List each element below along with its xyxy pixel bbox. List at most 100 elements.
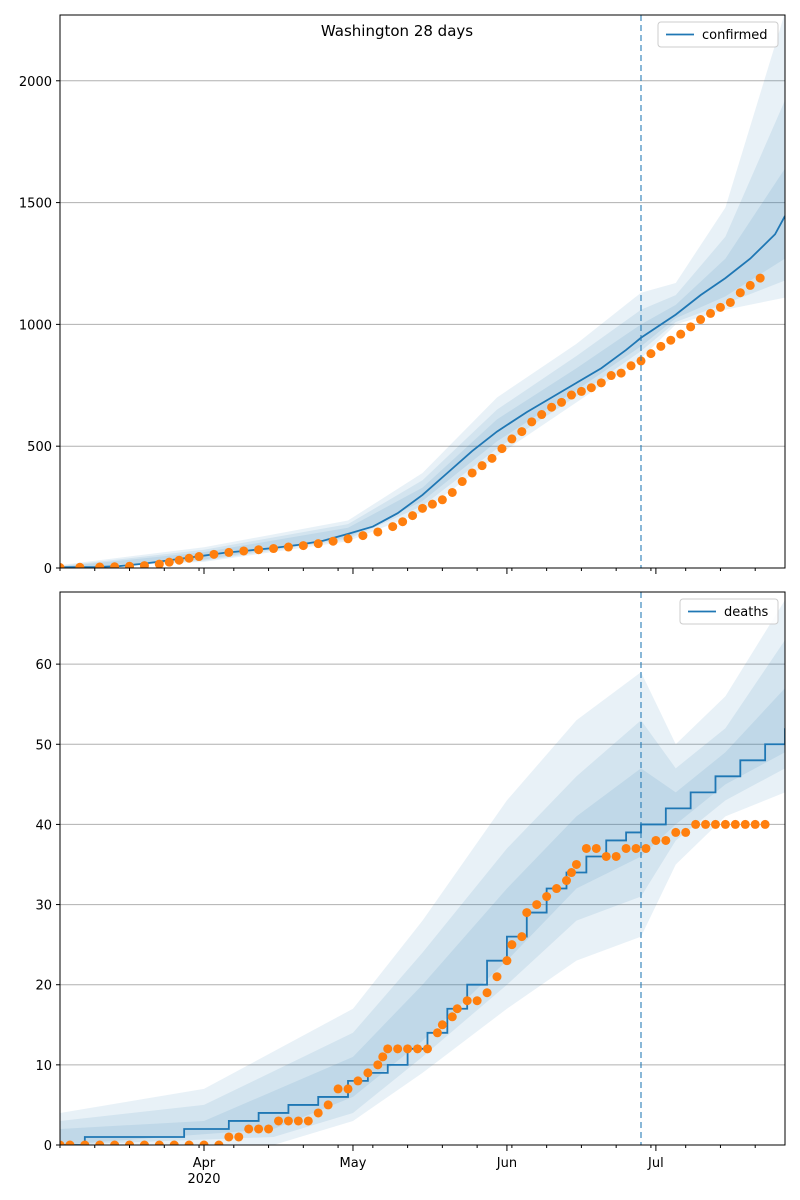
observed-point [343,1084,353,1094]
y-tick-label: 500 [27,440,52,455]
observed-point [60,1140,65,1145]
observed-point [358,531,368,541]
observed-point [125,1140,135,1145]
observed-point [576,386,586,396]
observed-point [482,988,492,998]
observed-point [283,1116,293,1126]
y-tick-label: 50 [35,738,52,753]
observed-point [139,1140,149,1145]
observed-point [264,1124,274,1134]
observed-point [492,972,502,982]
observed-point [691,819,701,829]
observed-point [169,1140,179,1145]
observed-point [467,468,477,478]
observed-point [283,542,293,552]
observed-point [437,495,447,505]
observed-point [313,539,323,549]
observed-point [710,819,720,829]
observed-point [343,534,353,544]
observed-point [75,562,85,568]
observed-point [517,932,527,942]
observed-point [437,1020,447,1030]
observed-point [591,843,601,853]
observed-point [601,851,611,861]
observed-point [139,561,149,568]
observed-point [323,1100,333,1110]
legend-label: deaths [724,605,769,620]
observed-point [333,1084,343,1094]
y-tick-label: 1500 [19,197,52,212]
observed-point [214,1140,224,1145]
observed-point [234,1132,244,1142]
observed-point [566,868,576,878]
observed-point [740,819,750,829]
observed-point [452,1004,462,1014]
y-tick-label: 20 [35,979,52,994]
observed-point [303,1116,313,1126]
x-tick-label: May [340,1156,367,1171]
axes-frame [59,14,786,569]
observed-point [447,1012,457,1022]
observed-point [388,522,398,532]
observed-point [422,1044,432,1054]
observed-point [616,368,626,378]
x-tick-label: Apr [193,1156,216,1171]
x-tick-label: Jul [647,1156,664,1171]
observed-point [686,322,696,332]
observed-point [557,397,567,407]
observed-point [755,273,765,283]
observed-point [110,1140,120,1145]
observed-point [606,371,616,381]
model-line-confirmed [60,215,785,568]
observed-point [273,1116,283,1126]
observed-point [725,297,735,307]
uncertainty-band-middle [60,100,785,568]
observed-point [646,349,656,359]
uncertainty-band-middle [60,640,785,1145]
observed-point [586,383,596,393]
observed-point [706,308,716,318]
observed-point [641,843,651,853]
observed-point [701,819,711,829]
y-tick-label: 0 [44,562,52,577]
observed-point [532,900,542,910]
observed-point [269,544,279,554]
y-tick-label: 1000 [19,318,52,333]
observed-point [671,827,681,837]
observed-point [581,843,591,853]
observed-point [730,819,740,829]
observed-point [720,819,730,829]
observed-point [164,557,174,567]
model-line-deaths [60,728,785,1145]
observed-point [378,1052,388,1062]
observed-point [174,555,184,565]
uncertainty-band-inner [60,688,785,1145]
observed-point [199,1140,209,1145]
observed-point [626,361,636,371]
observed-point [750,819,760,829]
observed-point [254,545,264,555]
observed-point [472,996,482,1006]
y-tick-label: 60 [35,658,52,673]
observed-point [462,996,472,1006]
observed-point [666,335,676,345]
observed-point [313,1108,323,1118]
chart-title: Washington 28 days [321,22,473,40]
observed-point [408,511,418,521]
observed-point [522,908,532,918]
observed-point [477,461,487,471]
observed-point [457,477,467,487]
observed-point [507,434,517,444]
observed-point [656,341,666,351]
observed-point [562,876,572,886]
observed-point [224,1132,234,1142]
observed-point [125,561,135,568]
observed-point [254,1124,264,1134]
observed-point [715,302,725,312]
observed-point [383,1044,393,1054]
confirmed-chart-panel: 0 500 1000 1500 2000 confirmed [19,14,786,577]
observed-point [373,527,383,537]
observed-point [224,547,234,557]
observed-point [432,1028,442,1038]
